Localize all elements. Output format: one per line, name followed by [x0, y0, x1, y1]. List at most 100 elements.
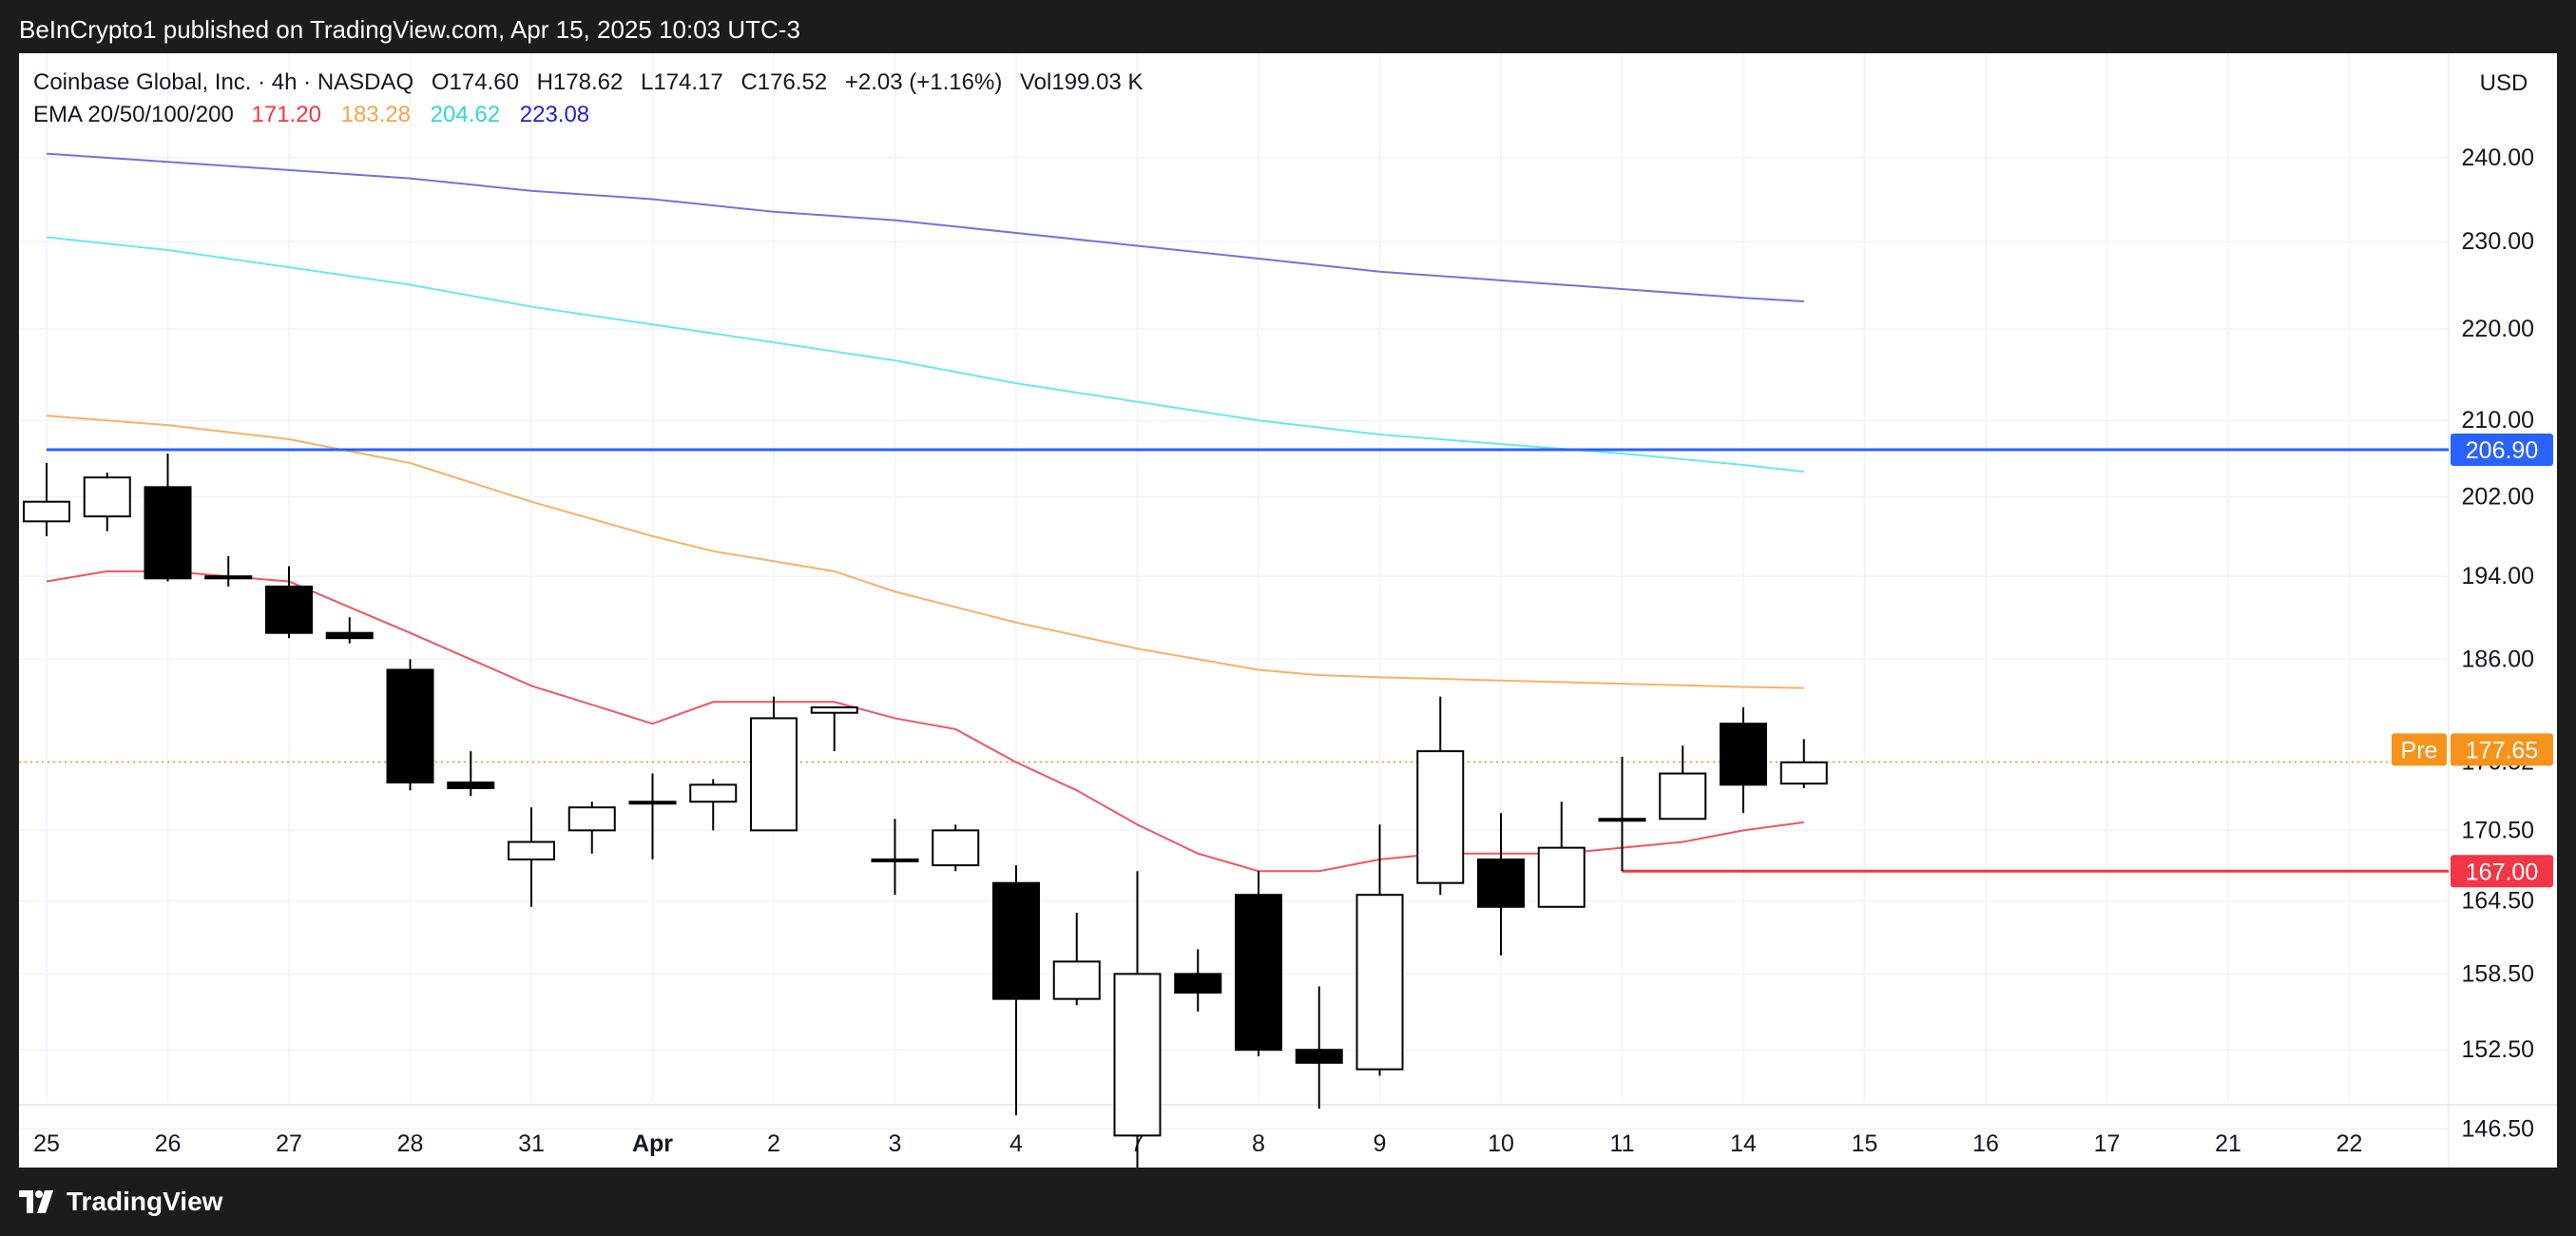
- y-tick-label-11: 152.50: [2462, 1036, 2534, 1063]
- y-tick-label-4: 202.00: [2462, 484, 2534, 511]
- candle-13: [810, 705, 858, 752]
- candle-body: [1477, 858, 1525, 908]
- candle-28: [1720, 706, 1767, 814]
- premarket-tag-bg: [2451, 733, 2553, 766]
- candle-1: [83, 473, 131, 531]
- candle-18: [1113, 871, 1162, 1168]
- candlestick-chart[interactable]: 240.00 230.00 220.00 210.00 202.00 194.00 186.…: [19, 53, 2557, 1168]
- candle-body: [750, 717, 798, 832]
- publisher-text: BeInCrypto1 published on TradingView.com…: [19, 15, 800, 44]
- candle-body: [932, 829, 980, 867]
- candle-body: [325, 631, 374, 640]
- candle-body: [204, 575, 253, 580]
- x-tick-label-18: 21: [2215, 1130, 2241, 1157]
- candle-body: [23, 500, 70, 523]
- x-tick-label-2: 27: [276, 1130, 302, 1157]
- candle-body: [447, 782, 495, 789]
- x-tick-label-1: 26: [155, 1130, 182, 1157]
- x-tick-label-6: 2: [767, 1130, 780, 1157]
- y-tick-label-5: 194.00: [2462, 563, 2534, 589]
- x-tick-label-11: 9: [1374, 1130, 1387, 1157]
- y-tick-label-2: 220.00: [2462, 316, 2534, 342]
- y-tick-label-0: 240.00: [2462, 145, 2534, 171]
- brand-name: TradingView: [67, 1187, 223, 1216]
- candle-17: [1052, 913, 1101, 1006]
- x-tick-label-14: 14: [1730, 1130, 1757, 1157]
- y-tick-label-3: 210.00: [2462, 407, 2534, 434]
- candle-body: [83, 476, 131, 518]
- candle-body: [1659, 772, 1707, 821]
- high-value: H178.62: [536, 69, 624, 95]
- premarket-pre-badge: [2392, 733, 2447, 766]
- candle-14: [871, 819, 919, 896]
- low-value: L174.17: [641, 69, 723, 95]
- candle-19: [1174, 949, 1222, 1012]
- candle-body: [567, 806, 616, 832]
- candle-23: [1416, 696, 1465, 896]
- candle-body: [1598, 818, 1646, 822]
- candle-16: [992, 865, 1040, 1116]
- resistance-tag-label: 206.90: [2466, 437, 2538, 464]
- support-tag-label: 167.00: [2466, 859, 2538, 885]
- y-tick-label-12: 146.50: [2462, 1115, 2534, 1142]
- candle-body: [628, 801, 677, 805]
- y-tick-label-6: 186.00: [2462, 646, 2534, 672]
- ema200-value: 223.08: [519, 102, 590, 127]
- ema20-value: 171.20: [251, 102, 321, 127]
- candle-body: [386, 668, 434, 784]
- candle-24: [1477, 813, 1525, 956]
- x-tick-label-15: 15: [1852, 1130, 1878, 1157]
- tradingview-icon: [19, 1190, 53, 1213]
- candle-5: [325, 617, 374, 644]
- candle-21: [1295, 986, 1343, 1110]
- ema50-value: 183.28: [340, 102, 411, 127]
- candle-body: [1052, 960, 1101, 1000]
- candle-body: [1174, 973, 1222, 995]
- candle-12: [750, 696, 798, 832]
- publisher-bar: BeInCrypto1 published on TradingView.com…: [0, 0, 2576, 53]
- x-tick-label-8: 4: [1009, 1130, 1023, 1157]
- candle-body: [871, 858, 919, 862]
- footer-bar: TradingView: [0, 1168, 2576, 1236]
- currency-button[interactable]: USD: [2466, 63, 2542, 105]
- candle-6: [386, 659, 434, 791]
- chart-legend: Coinbase Global, Inc. · 4h · NASDAQ O174…: [33, 67, 1154, 131]
- candle-10: [628, 773, 677, 859]
- x-tick-label-16: 16: [1972, 1130, 1999, 1157]
- symbol-line[interactable]: Coinbase Global, Inc. · 4h · NASDAQ: [33, 69, 414, 95]
- candle-body: [1537, 846, 1586, 908]
- y-tick-label-10: 158.50: [2462, 960, 2534, 987]
- candle-9: [567, 801, 616, 854]
- candle-body: [144, 486, 192, 580]
- candle-22: [1355, 824, 1404, 1076]
- candle-8: [508, 807, 555, 907]
- candle-body: [1779, 761, 1828, 785]
- resistance-tag-bg: [2451, 433, 2553, 466]
- x-tick-label-10: 8: [1252, 1130, 1265, 1157]
- close-value: C176.52: [740, 69, 828, 95]
- volume-value: Vol199.03 K: [1020, 69, 1144, 95]
- candle-body: [1113, 973, 1162, 1137]
- y-tick-label-1: 230.00: [2462, 228, 2534, 255]
- chart-panel[interactable]: 240.00 230.00 220.00 210.00 202.00 194.00 186.…: [19, 53, 2557, 1168]
- premarket-pre-label: Pre: [2401, 737, 2438, 763]
- y-tick-label-8: 170.50: [2462, 817, 2534, 843]
- candle-body: [1416, 750, 1465, 884]
- x-tick-label-7: 3: [889, 1130, 902, 1157]
- candle-7: [447, 751, 495, 797]
- ema100-value: 204.62: [430, 102, 501, 127]
- tradingview-logo[interactable]: TradingView: [19, 1187, 222, 1217]
- support-tag-bg: [2451, 855, 2553, 888]
- candle-body: [992, 881, 1040, 1000]
- candle-body: [810, 705, 858, 714]
- open-value: O174.60: [431, 69, 519, 95]
- x-tick-label-13: 11: [1610, 1130, 1635, 1157]
- ema-label[interactable]: EMA 20/50/100/200: [33, 102, 234, 127]
- ohlc-row: Coinbase Global, Inc. · 4h · NASDAQ O174…: [33, 67, 1154, 99]
- ema-line-ema50: [46, 415, 1804, 689]
- candle-27: [1659, 745, 1707, 821]
- x-tick-label-5: Apr: [632, 1130, 673, 1157]
- candle-20: [1235, 871, 1282, 1057]
- candle-26: [1598, 756, 1646, 872]
- candle-29: [1779, 739, 1828, 788]
